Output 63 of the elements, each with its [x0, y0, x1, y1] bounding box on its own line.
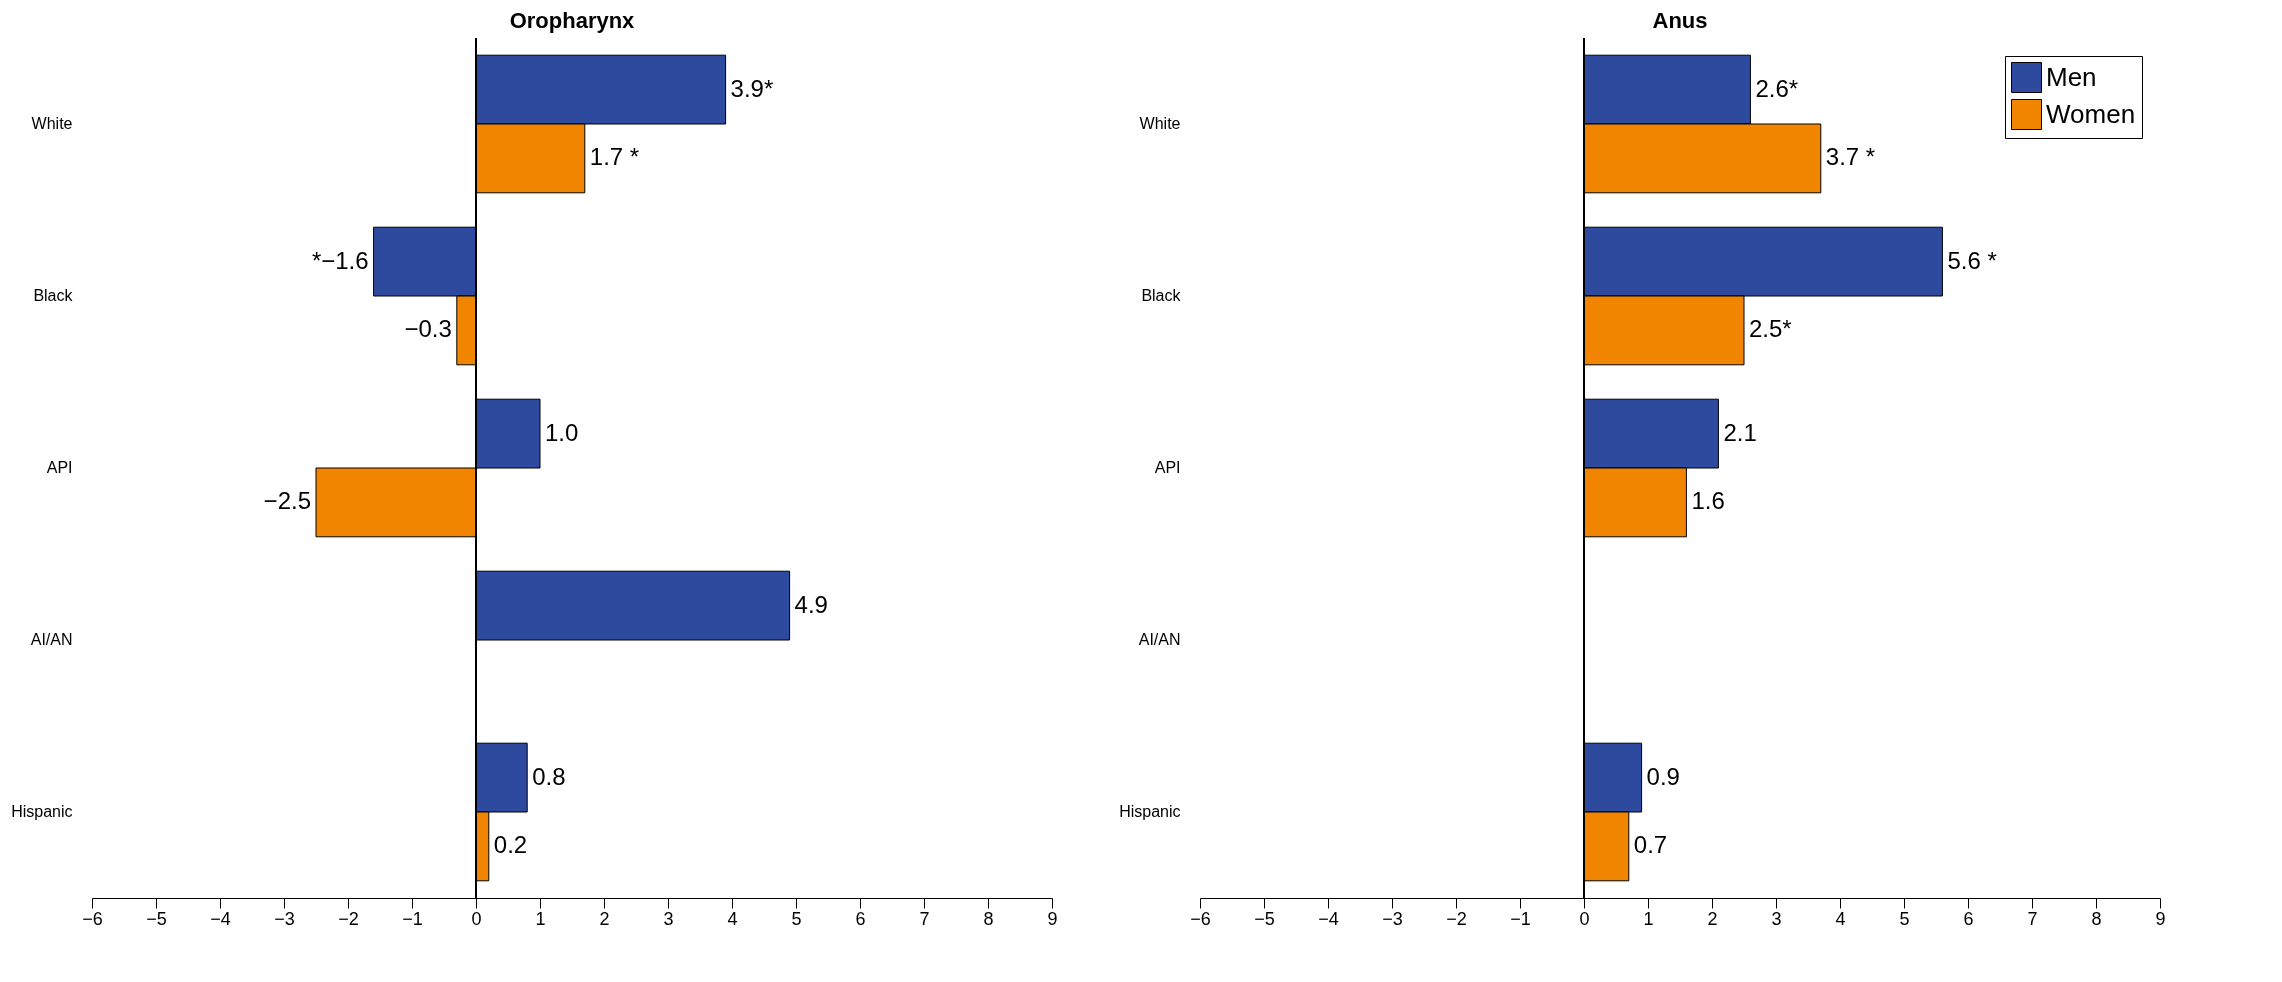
data-label: 5.6 * — [1947, 246, 1997, 274]
x-tick-label: 2 — [599, 908, 610, 929]
x-tick-label: −4 — [1318, 908, 1339, 929]
x-tick-label: 7 — [2027, 908, 2038, 929]
x-tick-label: −3 — [1382, 908, 1403, 929]
x-tick-label: −2 — [1446, 908, 1467, 929]
legend-label: Women — [2046, 98, 2136, 129]
x-tick-label: −2 — [338, 908, 359, 929]
x-tick-label: −6 — [82, 908, 103, 929]
x-tick-label: 9 — [2155, 908, 2166, 929]
data-label: −2.5 — [263, 487, 311, 515]
x-tick-label: −1 — [1510, 908, 1531, 929]
data-label: 0.8 — [532, 762, 566, 790]
data-label: 2.5* — [1749, 315, 1792, 343]
y-tick-label: API — [46, 459, 73, 476]
y-tick-label: AI/AN — [30, 631, 73, 648]
y-tick-label: Hispanic — [11, 803, 73, 820]
x-tick-label: −3 — [274, 908, 295, 929]
x-tick-label: 9 — [1047, 908, 1058, 929]
x-tick-label: 2 — [1707, 908, 1718, 929]
x-tick-label: −6 — [1190, 908, 1211, 929]
data-label: 0.2 — [493, 831, 528, 859]
x-tick-label: 4 — [727, 908, 738, 929]
x-tick-label: 8 — [983, 908, 994, 929]
data-label: 3.7 * — [1825, 143, 1876, 171]
x-tick-label: −4 — [210, 908, 231, 929]
y-tick-label: Black — [33, 287, 74, 304]
data-label: 3.9* — [730, 74, 774, 102]
y-tick-label: Hispanic — [1119, 803, 1181, 820]
legend-label: Men — [2046, 61, 2097, 92]
x-tick-label: 8 — [2091, 908, 2102, 929]
chart-title: Oropharynx — [509, 8, 636, 33]
data-label: −0.3 — [404, 315, 452, 343]
x-tick-label: 3 — [1771, 908, 1782, 929]
data-label: 1.6 — [1691, 487, 1725, 515]
data-label: 2.6* — [1755, 74, 1799, 102]
y-tick-label: White — [1139, 115, 1181, 132]
y-tick-label: Black — [1141, 287, 1182, 304]
x-tick-label: 6 — [855, 908, 866, 929]
x-tick-label: 5 — [1899, 908, 1910, 929]
x-tick-label: 3 — [663, 908, 674, 929]
x-tick-label: 5 — [791, 908, 802, 929]
x-tick-label: 6 — [1963, 908, 1974, 929]
y-tick-label: White — [31, 115, 73, 132]
y-tick-label: API — [1154, 459, 1181, 476]
data-label: 1.0 — [545, 418, 579, 446]
data-label: 0.7 — [1633, 831, 1668, 859]
data-label: *−1.6 — [311, 246, 369, 274]
x-tick-label: −1 — [402, 908, 423, 929]
x-tick-label: −5 — [146, 908, 167, 929]
data-label: 2.1 — [1723, 418, 1757, 446]
x-tick-label: 1 — [535, 908, 546, 929]
chart-title: Anus — [1652, 8, 1708, 33]
x-tick-label: −5 — [1254, 908, 1275, 929]
x-tick-label: 0 — [471, 908, 482, 929]
data-label: 1.7 * — [589, 143, 640, 171]
x-tick-label: 7 — [919, 908, 930, 929]
x-tick-label: 4 — [1835, 908, 1846, 929]
y-tick-label: AI/AN — [1138, 631, 1181, 648]
data-label: 0.9 — [1646, 762, 1680, 790]
x-tick-label: 1 — [1643, 908, 1654, 929]
data-label: 4.9 — [794, 590, 828, 618]
x-tick-label: 0 — [1579, 908, 1590, 929]
